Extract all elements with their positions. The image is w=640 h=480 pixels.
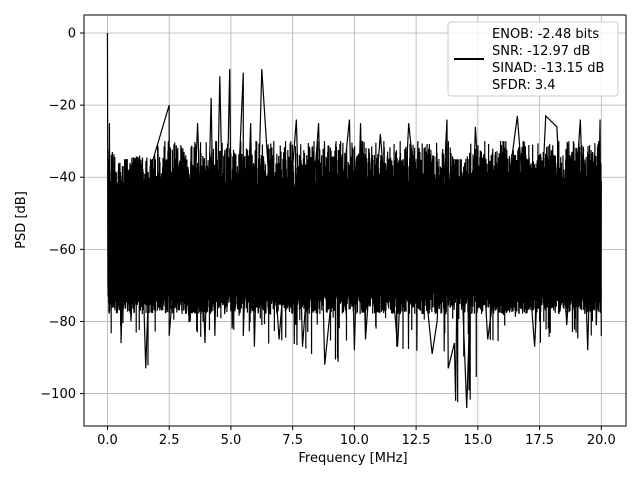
legend: ENOB: -2.48 bits SNR: -12.97 dB SINAD: -… (447, 21, 619, 97)
y-tick-label: −20 (49, 99, 76, 114)
x-tick-label: 0.0 (97, 433, 118, 448)
x-tick-label: 20.0 (587, 433, 616, 448)
y-axis-ticks: 0 −20 −40 −60 −80 −100 (40, 27, 84, 402)
legend-box (447, 21, 619, 97)
psd-series-line (107, 141, 602, 403)
x-tick-label: 5.0 (221, 433, 242, 448)
x-tick-label: 12.5 (402, 433, 431, 448)
legend-line-1: ENOB: -2.48 bits (492, 27, 599, 42)
x-axis-ticks: 0.0 2.5 5.0 7.5 10.0 12.5 15.0 17.5 20.0 (97, 426, 616, 448)
legend-line-2: SNR: -12.97 dB (492, 44, 590, 59)
x-axis-label: Frequency [MHz] (298, 451, 407, 466)
y-tick-label: −80 (49, 315, 76, 330)
plot-area (106, 33, 602, 408)
x-tick-label: 7.5 (282, 433, 303, 448)
series-layer (106, 33, 602, 408)
legend-line-3: SINAD: -13.15 dB (492, 61, 604, 76)
y-axis-label: PSD [dB] (14, 191, 29, 249)
legend-line-4: SFDR: 3.4 (492, 78, 556, 93)
x-tick-label: 15.0 (463, 433, 492, 448)
x-tick-label: 17.5 (525, 433, 554, 448)
y-tick-label: −40 (49, 171, 76, 186)
y-tick-label: 0 (68, 27, 76, 42)
x-tick-label: 10.0 (340, 433, 369, 448)
psd-key-points-line (106, 33, 602, 408)
y-tick-label: −100 (40, 387, 76, 402)
x-tick-label: 2.5 (159, 433, 180, 448)
plot-frame (83, 14, 627, 427)
y-tick-label: −60 (49, 243, 76, 258)
